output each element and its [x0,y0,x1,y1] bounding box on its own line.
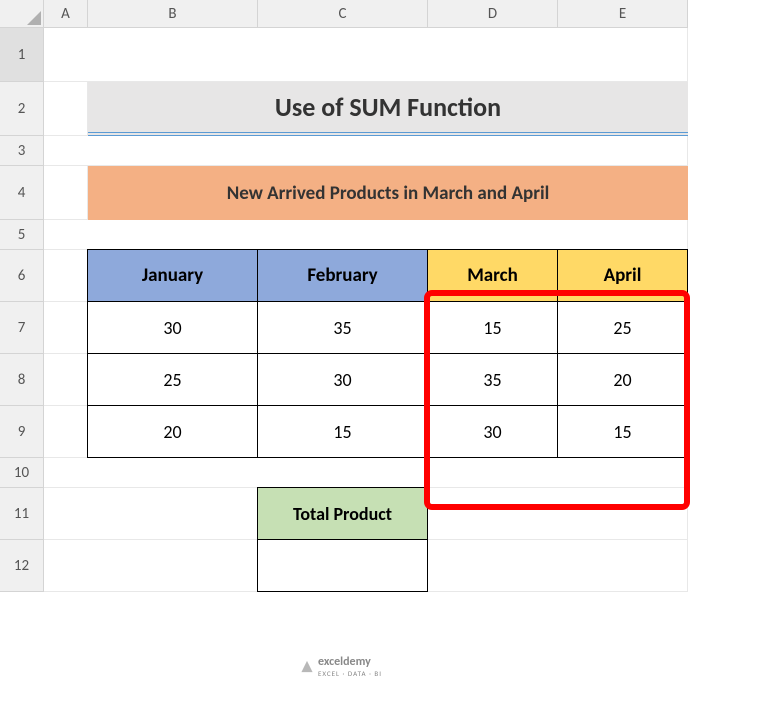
row-header-9[interactable]: 9 [0,406,44,458]
watermark-tagline: EXCEL · DATA · BI [318,669,382,678]
cell-a2[interactable] [44,82,88,136]
cell-a9[interactable] [44,406,88,458]
cell-row3[interactable] [44,136,688,166]
cell-row5[interactable] [44,220,688,250]
select-all-corner[interactable] [0,0,44,28]
subtitle-banner: New Arrived Products in March and April [88,166,688,220]
table-cell[interactable]: 20 [87,405,258,458]
table-cell[interactable]: 15 [557,405,688,458]
title-banner: Use of SUM Function [88,82,688,136]
cell-row11-right[interactable] [428,488,688,540]
row-header-4[interactable]: 4 [0,166,44,220]
table-cell[interactable]: 15 [427,301,558,354]
watermark: exceldemy EXCEL · DATA · BI [300,655,382,678]
table-cell[interactable]: 20 [557,353,688,406]
table-header-february[interactable]: February [257,249,428,302]
table-header-march[interactable]: March [427,249,558,302]
watermark-icon [300,660,314,674]
row-header-8[interactable]: 8 [0,354,44,406]
col-header-a[interactable]: A [44,0,88,28]
table-header-january[interactable]: January [87,249,258,302]
cell-a8[interactable] [44,354,88,406]
col-header-b[interactable]: B [88,0,258,28]
table-cell[interactable]: 15 [257,405,428,458]
watermark-brand: exceldemy [318,655,382,669]
table-cell[interactable]: 30 [427,405,558,458]
table-cell[interactable]: 35 [427,353,558,406]
cell-row12-left[interactable] [44,540,258,592]
table-header-april[interactable]: April [557,249,688,302]
table-cell[interactable]: 25 [557,301,688,354]
cell-a4[interactable] [44,166,88,220]
table-cell[interactable]: 30 [87,301,258,354]
cell-a6[interactable] [44,250,88,302]
row-header-10[interactable]: 10 [0,458,44,488]
row-header-2[interactable]: 2 [0,82,44,136]
table-cell[interactable]: 35 [257,301,428,354]
spreadsheet-grid: A B C D E 1 2 Use of SUM Function 3 4 Ne… [0,0,767,592]
table-cell[interactable]: 25 [87,353,258,406]
col-header-d[interactable]: D [428,0,558,28]
row-header-7[interactable]: 7 [0,302,44,354]
row-header-11[interactable]: 11 [0,488,44,540]
col-header-e[interactable]: E [558,0,688,28]
cell-a7[interactable] [44,302,88,354]
cell-row12-right[interactable] [428,540,688,592]
cell-row11-left[interactable] [44,488,258,540]
total-product-label[interactable]: Total Product [257,487,428,540]
row-header-1[interactable]: 1 [0,28,44,82]
col-header-c[interactable]: C [258,0,428,28]
cell-row10[interactable] [44,458,688,488]
row-header-5[interactable]: 5 [0,220,44,250]
total-product-value[interactable] [257,539,428,592]
table-cell[interactable]: 30 [257,353,428,406]
row-header-12[interactable]: 12 [0,540,44,592]
cell-row1[interactable] [44,28,688,82]
row-header-6[interactable]: 6 [0,250,44,302]
row-header-3[interactable]: 3 [0,136,44,166]
